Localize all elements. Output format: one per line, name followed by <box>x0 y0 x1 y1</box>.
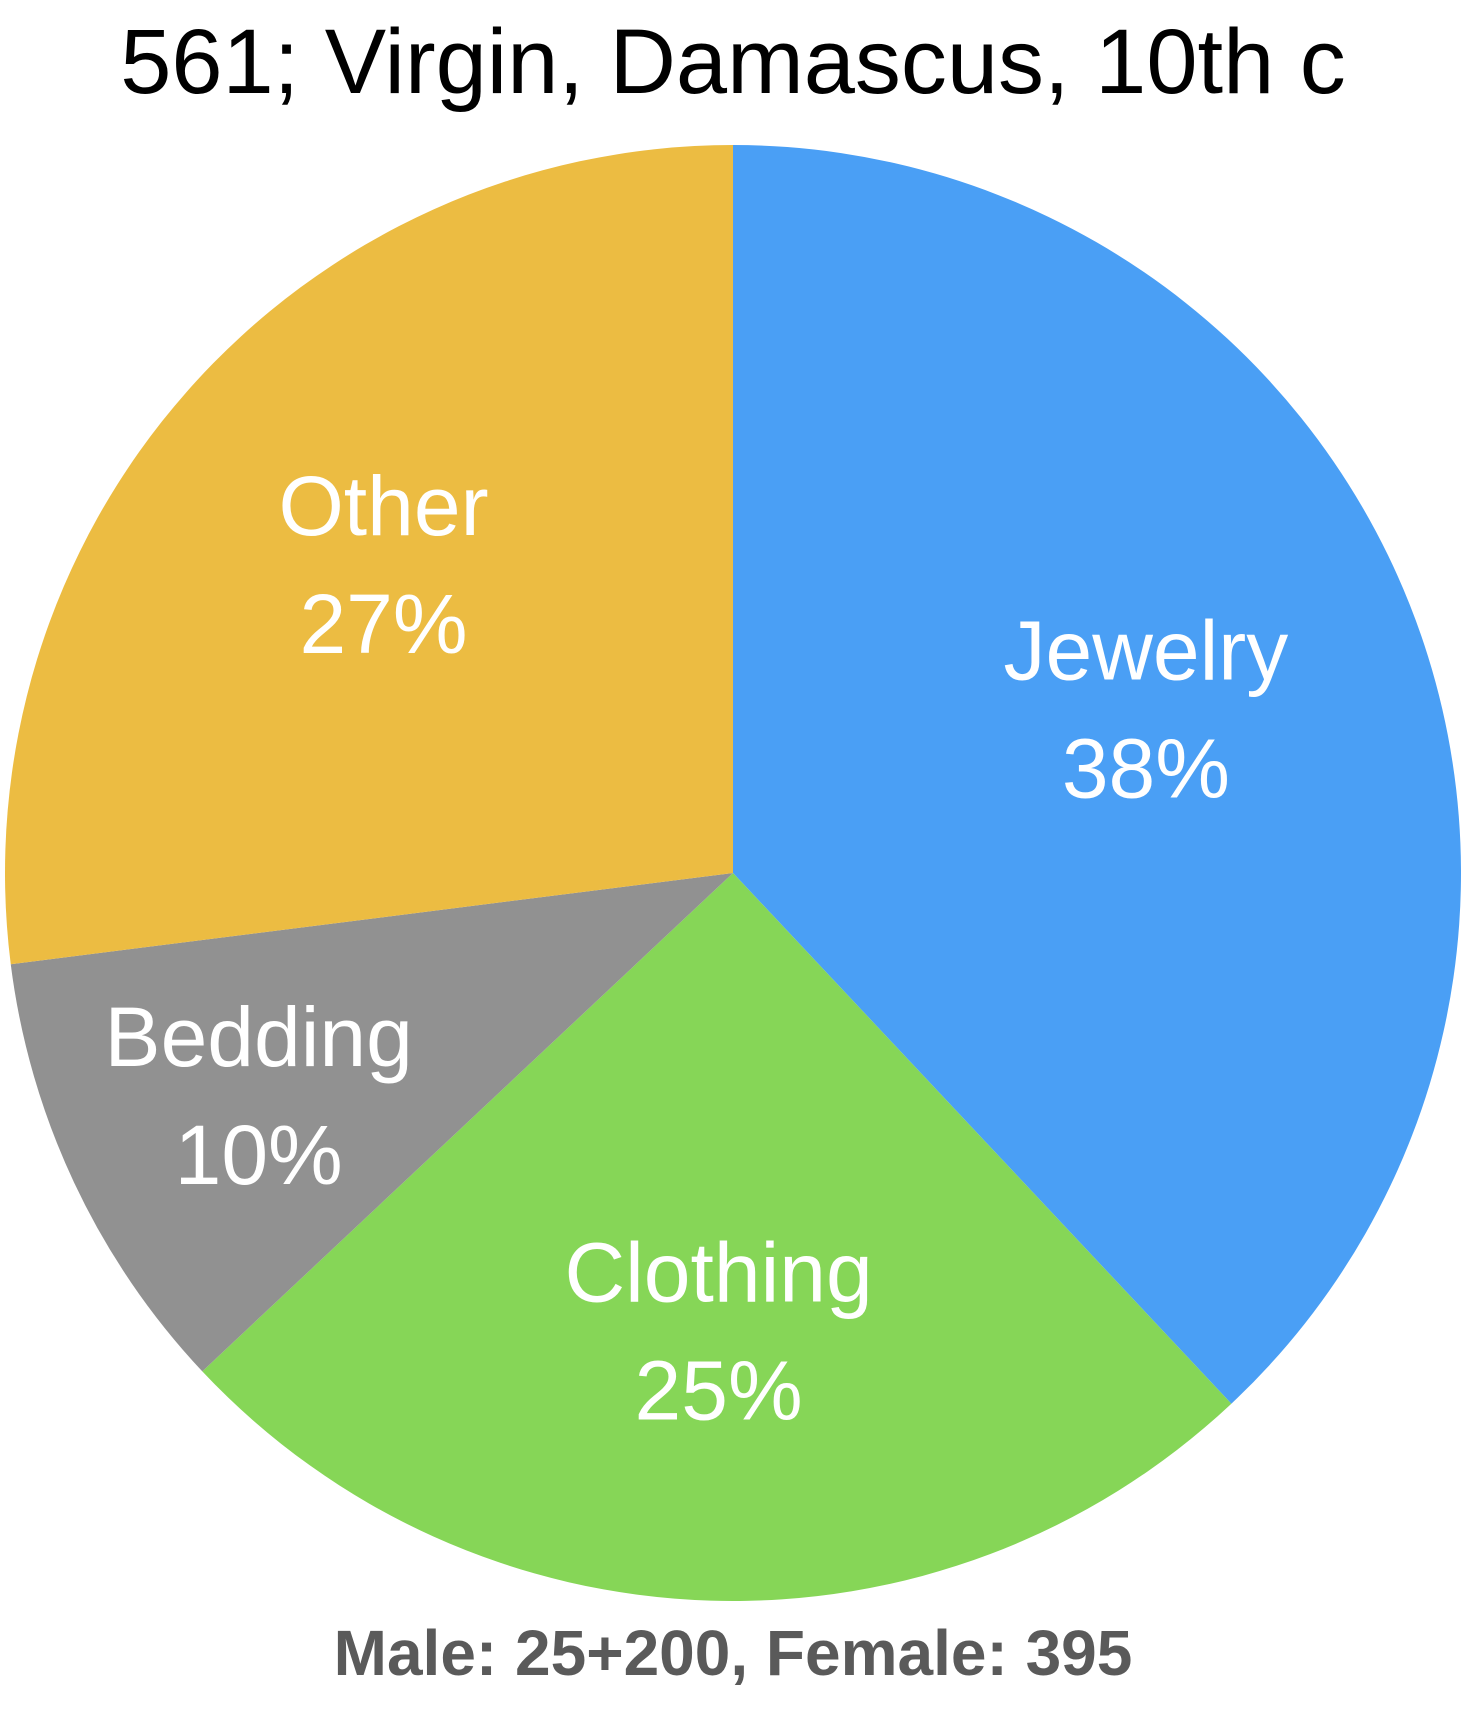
slice-value-other: 27% <box>299 577 467 671</box>
slice-label-other: Other <box>278 459 488 553</box>
slice-label-jewelry: Jewelry <box>1004 604 1289 698</box>
slice-value-clothing: 25% <box>635 1343 803 1437</box>
slice-value-jewelry: 38% <box>1062 722 1230 816</box>
pie-slice-other <box>4 145 733 965</box>
slice-label-bedding: Bedding <box>105 990 413 1084</box>
sample-size-note: Male: 25+200, Female: 395 <box>333 1617 1133 1689</box>
pie-slice-bedding <box>10 873 734 1372</box>
pie-slice-clothing <box>202 873 1232 1602</box>
chart-title: 561; Virgin, Damascus, 10th c <box>120 11 1346 113</box>
slice-value-bedding: 10% <box>175 1108 343 1202</box>
slice-label-clothing: Clothing <box>564 1225 872 1319</box>
pie-slice-jewelry <box>733 145 1462 1404</box>
pie-slices <box>4 145 1462 1602</box>
pie-labels: Jewelry 38% Clothing 25% Bedding 10% Other 27% <box>105 459 1289 1438</box>
